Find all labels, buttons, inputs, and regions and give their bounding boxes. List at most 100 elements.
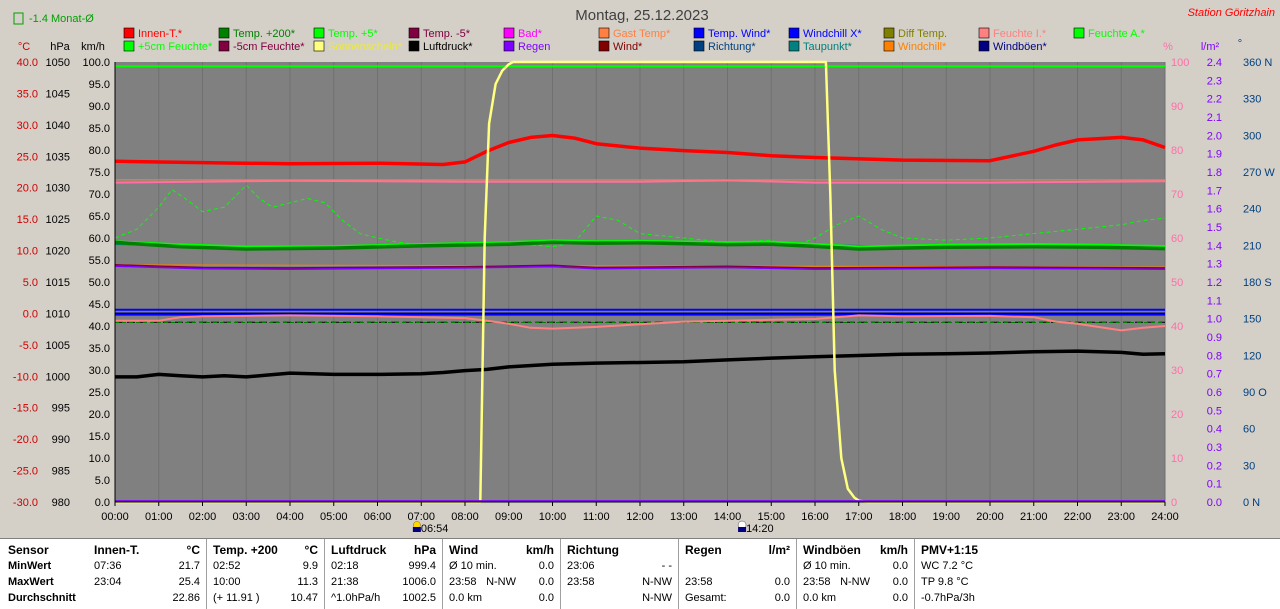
row-label-sensor: Sensor xyxy=(8,543,49,557)
direction-tick-label: 240 xyxy=(1243,204,1261,216)
marker-base xyxy=(412,527,421,532)
series-line xyxy=(114,240,1166,251)
x-tick-label: 01:00 xyxy=(145,511,173,523)
direction-tick-label: 270 W xyxy=(1243,167,1275,179)
x-tick-label: 11:00 xyxy=(583,511,610,523)
x-tick-label: 06:00 xyxy=(364,511,392,523)
kmh-tick-label: 75.0 xyxy=(89,167,110,179)
stats-column-header: Innen-T. xyxy=(94,543,140,557)
kmh-tick-label: 95.0 xyxy=(89,79,110,91)
stats-cell: 0.0 xyxy=(774,592,790,604)
stats-cell: N-NW xyxy=(642,576,672,588)
series-line xyxy=(114,179,1166,184)
marker-time-label: 14:20 xyxy=(746,523,774,535)
percent-tick-label: 10 xyxy=(1171,453,1183,465)
rain-tick-label: 2.2 xyxy=(1207,94,1222,106)
kmh-tick-label: 70.0 xyxy=(89,189,110,201)
station-name: Station Göritzhain xyxy=(1188,7,1275,19)
temp-tick-label: -15.0 xyxy=(13,403,38,415)
legend-swatch xyxy=(218,27,230,39)
series-line xyxy=(115,60,1165,504)
series-line xyxy=(114,133,1166,167)
marker-time-label: 06:54 xyxy=(421,523,449,535)
chart-title: Montag, 25.12.2023 xyxy=(575,7,708,24)
rain-tick-label: 0.0 xyxy=(1207,497,1222,509)
x-tick-label: 13:00 xyxy=(670,511,698,523)
stats-cell: 0.0 xyxy=(538,560,554,572)
legend-item-label: Regen xyxy=(518,41,550,53)
stats-cell: Ø 10 min. xyxy=(449,560,497,572)
rain-tick-label: 1.1 xyxy=(1207,295,1222,307)
legend-swatch xyxy=(503,40,515,52)
direction-tick-label: 360 N xyxy=(1243,57,1272,69)
legend-swatch xyxy=(408,40,420,52)
legend-item-label: Sonnenschein* xyxy=(328,41,403,53)
legend-item-label: Windchill X* xyxy=(803,28,862,40)
percent-tick-label: 80 xyxy=(1171,145,1183,157)
stats-cell: 22.86 xyxy=(172,592,200,604)
kmh-tick-label: 20.0 xyxy=(89,409,110,421)
pressure-tick-label: 1025 xyxy=(46,214,70,226)
direction-tick-label: 180 S xyxy=(1243,277,1272,289)
stats-cell: 999.4 xyxy=(408,560,436,572)
legend-swatch xyxy=(503,27,515,39)
stats-cell: 0.0 xyxy=(892,592,908,604)
kmh-tick-label: 35.0 xyxy=(89,343,110,355)
stats-cell: 0.0 km xyxy=(449,592,483,604)
legend-item-label: Bad* xyxy=(518,28,543,40)
temp-tick-label: 25.0 xyxy=(17,151,38,163)
statistics-table: Sensor MinWert MaxWert Durchschnitt Inne… xyxy=(0,538,1280,609)
rain-tick-label: 2.4 xyxy=(1207,57,1222,69)
x-tick-label: 00:00 xyxy=(101,511,129,523)
stats-column: Wind km/h Ø 10 min. 0.0 23:58 N-NW 0.0 0.0 km 0.… xyxy=(442,539,560,609)
stats-cell: 10.47 xyxy=(290,592,318,604)
stats-cell: 0.0 xyxy=(892,576,908,588)
direction-tick-label: 90 O xyxy=(1243,387,1267,399)
stats-cell: Gesamt: xyxy=(685,592,727,604)
x-tick-label: 21:00 xyxy=(1020,511,1048,523)
legend-swatch xyxy=(978,40,990,52)
x-tick-label: 04:00 xyxy=(276,511,304,523)
percent-tick-label: 40 xyxy=(1171,321,1183,333)
stats-cell: Ø 10 min. xyxy=(803,560,851,572)
rain-tick-label: 0.5 xyxy=(1207,405,1222,417)
stats-cell: 25.4 xyxy=(178,576,200,588)
percent-tick-label: 100 xyxy=(1171,57,1189,69)
rain-tick-label: 0.1 xyxy=(1207,479,1222,491)
pressure-tick-label: 985 xyxy=(52,466,70,478)
legend-swatch xyxy=(788,27,800,39)
stats-cell: 23:58 xyxy=(803,576,831,588)
stats-cell: N-NW xyxy=(840,576,870,588)
stats-cell: TP 9.8 °C xyxy=(921,576,969,588)
stats-cell: 0.0 xyxy=(538,592,554,604)
stats-cell: 21.7 xyxy=(178,560,200,572)
legend-swatch xyxy=(1073,27,1085,39)
pressure-tick-label: 1050 xyxy=(46,57,70,69)
temp-tick-label: -10.0 xyxy=(13,371,38,383)
percent-tick-label: 0 xyxy=(1171,497,1177,509)
kmh-tick-label: 65.0 xyxy=(89,211,110,223)
pressure-tick-label: 1020 xyxy=(46,246,70,258)
pressure-tick-label: 980 xyxy=(52,497,70,509)
stats-column: Windböen km/h Ø 10 min. 0.0 23:58 N-NW 0.0 0.0 … xyxy=(796,539,914,609)
kmh-tick-label: 15.0 xyxy=(89,431,110,443)
pressure-tick-label: 1030 xyxy=(46,183,70,195)
legend-item-label: Luftdruck* xyxy=(423,41,473,53)
temp-tick-label: 30.0 xyxy=(17,120,38,132)
rain-tick-label: 0.7 xyxy=(1207,369,1222,381)
stats-column-unit: km/h xyxy=(879,543,908,557)
average-indicator-icon xyxy=(13,12,24,25)
stats-column-header: Wind xyxy=(449,543,479,557)
rain-unit-label: l/m² xyxy=(1201,41,1220,53)
stats-cell: 23:58 xyxy=(567,576,595,588)
marker-base xyxy=(738,527,747,532)
stats-cell: - - xyxy=(661,560,672,572)
direction-tick-label: 210 xyxy=(1243,240,1261,252)
temp-unit-label: °C xyxy=(18,41,30,53)
kmh-tick-label: 10.0 xyxy=(89,453,110,465)
row-label-max: MaxWert xyxy=(8,576,54,588)
x-tick-label: 09:00 xyxy=(495,511,523,523)
temp-tick-label: 40.0 xyxy=(17,57,38,69)
pressure-tick-label: 1000 xyxy=(46,371,70,383)
legend-item-label: Temp. -5* xyxy=(423,28,471,40)
